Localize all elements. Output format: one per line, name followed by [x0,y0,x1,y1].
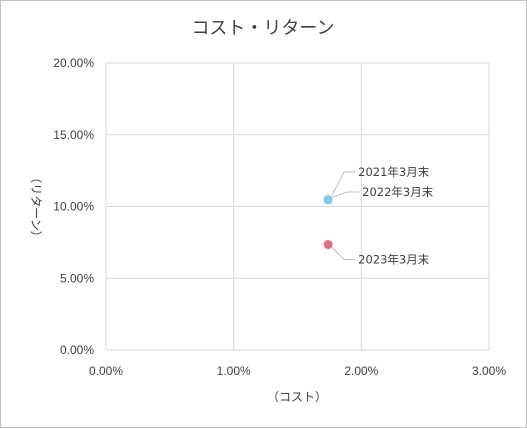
x-axis-ticks: 0.00% 1.00% 2.00% 3.00% [89,364,506,378]
y-axis-label: （リターン） [29,171,43,242]
x-tick-label: 3.00% [472,364,506,378]
data-label: 2022年3月末 [362,185,434,199]
leader-line [331,171,356,196]
data-points: 2021年3月末 2022年3月末 2023年3月末 [323,165,434,267]
data-label: 2021年3月末 [358,165,430,179]
y-tick-label: 5.00% [60,271,94,285]
x-tick-label: 1.00% [217,364,251,378]
y-tick-label: 0.00% [60,343,94,357]
y-axis-ticks: 0.00% 5.00% 10.00% 15.00% 20.00% [53,56,94,357]
data-point [323,195,333,205]
data-label: 2023年3月末 [358,253,430,267]
x-axis-label: （コスト） [267,390,327,404]
x-tick-label: 0.00% [89,364,123,378]
leader-line [331,247,356,261]
leader-line [331,191,360,198]
x-tick-label: 2.00% [344,364,378,378]
data-point [323,240,333,250]
grid [105,62,490,351]
y-tick-label: 15.00% [53,128,94,142]
y-tick-label: 20.00% [53,56,94,70]
chart-title: コスト・リターン [191,18,334,39]
y-tick-label: 10.00% [53,200,94,214]
